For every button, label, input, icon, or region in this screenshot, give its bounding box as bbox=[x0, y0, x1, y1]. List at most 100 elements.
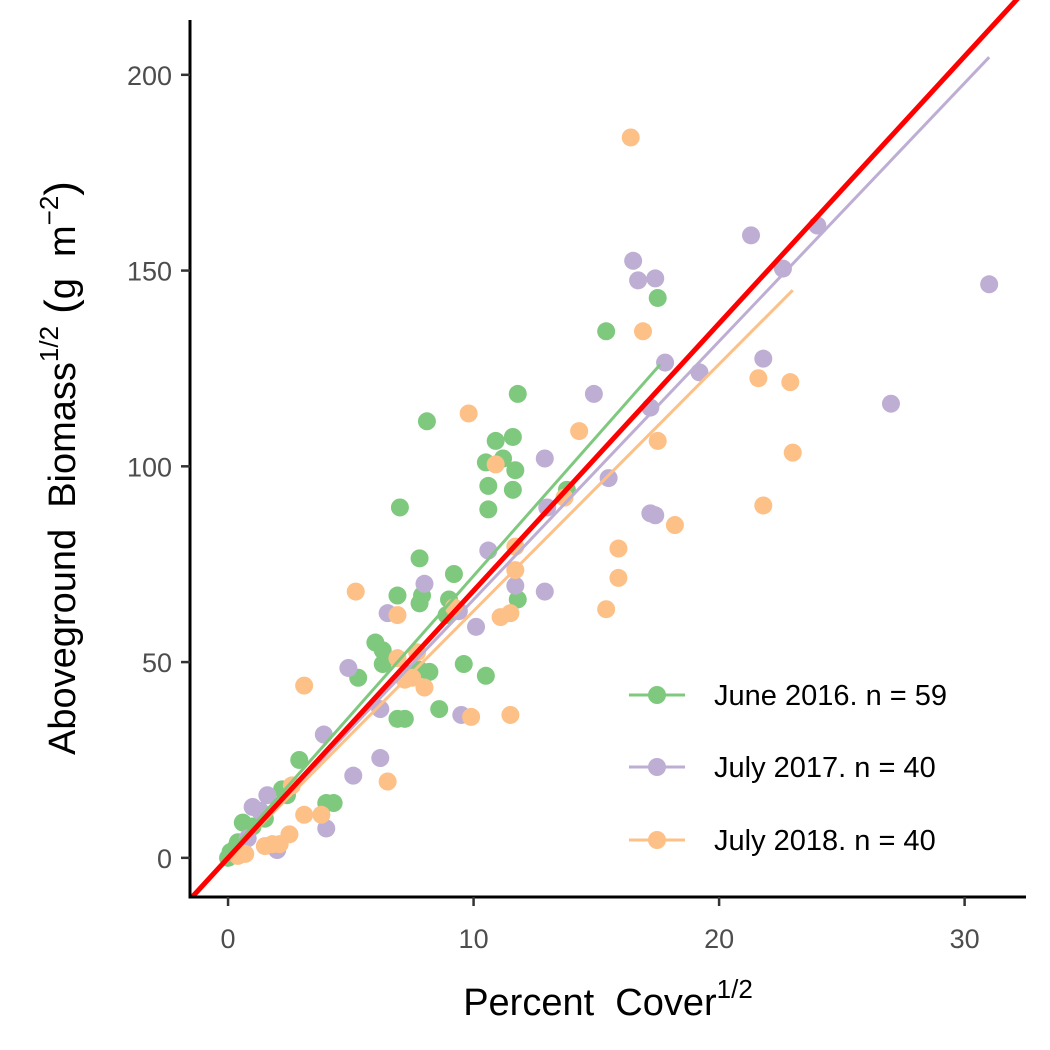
fit-lines-layer bbox=[226, 56, 991, 859]
data-point-3 bbox=[621, 128, 640, 147]
y-tick-label: 200 bbox=[127, 61, 172, 91]
data-point-1 bbox=[508, 384, 527, 403]
data-point-3 bbox=[597, 600, 616, 619]
x-tick-label: 20 bbox=[704, 924, 734, 954]
data-point-2 bbox=[258, 786, 277, 805]
data-point-1 bbox=[508, 590, 527, 609]
x-tick-label: 30 bbox=[950, 924, 980, 954]
data-point-2 bbox=[371, 749, 390, 768]
data-point-2 bbox=[742, 226, 761, 245]
data-point-2 bbox=[535, 449, 554, 468]
data-point-1 bbox=[444, 564, 463, 583]
data-point-3 bbox=[665, 516, 684, 535]
data-point-1 bbox=[486, 431, 505, 450]
data-point-3 bbox=[388, 649, 407, 668]
data-point-2 bbox=[646, 506, 665, 525]
data-point-3 bbox=[388, 606, 407, 625]
data-point-1 bbox=[410, 549, 429, 568]
x-axis-title: Percent Cover1/2 bbox=[463, 974, 753, 1024]
data-point-3 bbox=[295, 676, 314, 695]
data-point-2 bbox=[344, 766, 363, 785]
x-tick-label: 10 bbox=[459, 924, 489, 954]
data-point-3 bbox=[648, 431, 667, 450]
y-tick-label: 100 bbox=[127, 452, 172, 482]
data-point-3 bbox=[633, 322, 652, 341]
data-point-3 bbox=[609, 539, 628, 558]
plot-area bbox=[190, 0, 1020, 897]
data-point-3 bbox=[346, 582, 365, 601]
data-point-1 bbox=[597, 322, 616, 341]
y-tick-label: 150 bbox=[127, 257, 172, 287]
data-point-3 bbox=[236, 844, 255, 863]
x-ticks: 0 10 20 30 bbox=[221, 897, 980, 954]
data-point-1 bbox=[417, 412, 436, 431]
data-point-2 bbox=[317, 819, 336, 838]
x-tick-label: 0 bbox=[221, 924, 236, 954]
fit-line-2 bbox=[226, 56, 991, 859]
data-point-1 bbox=[430, 700, 449, 719]
y-ticks: 0 50 100 150 200 bbox=[127, 61, 190, 874]
legend-label: July 2017. n = 40 bbox=[714, 752, 936, 784]
data-point-2 bbox=[415, 574, 434, 593]
data-point-2 bbox=[881, 394, 900, 413]
data-point-1 bbox=[388, 586, 407, 605]
data-point-1 bbox=[420, 662, 439, 681]
data-point-3 bbox=[570, 422, 589, 441]
data-point-3 bbox=[754, 496, 773, 515]
data-point-3 bbox=[415, 678, 434, 697]
data-point-2 bbox=[754, 349, 773, 368]
data-point-1 bbox=[373, 655, 392, 674]
y-axis-title: Aboveground Biomass1/2(g m−2) bbox=[34, 181, 85, 755]
reference-line bbox=[190, 0, 1020, 897]
data-point-3 bbox=[295, 805, 314, 824]
legend-key-point bbox=[648, 831, 666, 849]
data-point-2 bbox=[339, 658, 358, 677]
legend-label: June 2016. n = 59 bbox=[714, 680, 947, 712]
data-point-2 bbox=[646, 269, 665, 288]
data-point-3 bbox=[312, 805, 331, 824]
y-tick-label: 0 bbox=[157, 844, 172, 874]
data-point-1 bbox=[479, 500, 498, 519]
data-point-2 bbox=[314, 725, 333, 744]
data-point-2 bbox=[535, 582, 554, 601]
data-point-1 bbox=[648, 288, 667, 307]
data-point-2 bbox=[980, 275, 999, 294]
data-point-2 bbox=[656, 353, 675, 372]
data-point-1 bbox=[479, 476, 498, 495]
data-point-2 bbox=[599, 469, 618, 488]
data-point-2 bbox=[584, 384, 603, 403]
data-point-1 bbox=[454, 655, 473, 674]
data-point-1 bbox=[503, 427, 522, 446]
data-point-1 bbox=[395, 709, 414, 728]
data-point-1 bbox=[390, 498, 409, 517]
data-point-2 bbox=[467, 617, 486, 636]
data-point-2 bbox=[773, 259, 792, 278]
legend-key-point bbox=[648, 686, 666, 704]
data-point-3 bbox=[462, 707, 481, 726]
fit-line-3 bbox=[226, 289, 794, 859]
data-point-3 bbox=[781, 373, 800, 392]
data-point-1 bbox=[476, 666, 495, 685]
data-point-2 bbox=[624, 251, 643, 270]
data-point-3 bbox=[501, 705, 520, 724]
data-point-1 bbox=[290, 750, 309, 769]
data-point-3 bbox=[501, 604, 520, 623]
data-point-3 bbox=[403, 668, 422, 687]
data-point-3 bbox=[459, 404, 478, 423]
y-tick-label: 50 bbox=[142, 648, 172, 678]
data-point-2 bbox=[506, 576, 525, 595]
data-point-1 bbox=[506, 461, 525, 480]
data-point-1 bbox=[373, 641, 392, 660]
data-point-3 bbox=[378, 772, 397, 791]
data-point-1 bbox=[324, 794, 343, 813]
data-point-2 bbox=[629, 271, 648, 290]
legend: June 2016. n = 59 July 2017. n = 40 July 2… bbox=[629, 680, 947, 857]
legend-label: July 2018. n = 40 bbox=[714, 825, 936, 857]
data-point-3 bbox=[749, 369, 768, 388]
data-point-3 bbox=[486, 455, 505, 474]
data-point-1 bbox=[503, 480, 522, 499]
data-point-3 bbox=[609, 568, 628, 587]
data-point-3 bbox=[280, 825, 299, 844]
fit-line-1 bbox=[226, 363, 662, 855]
